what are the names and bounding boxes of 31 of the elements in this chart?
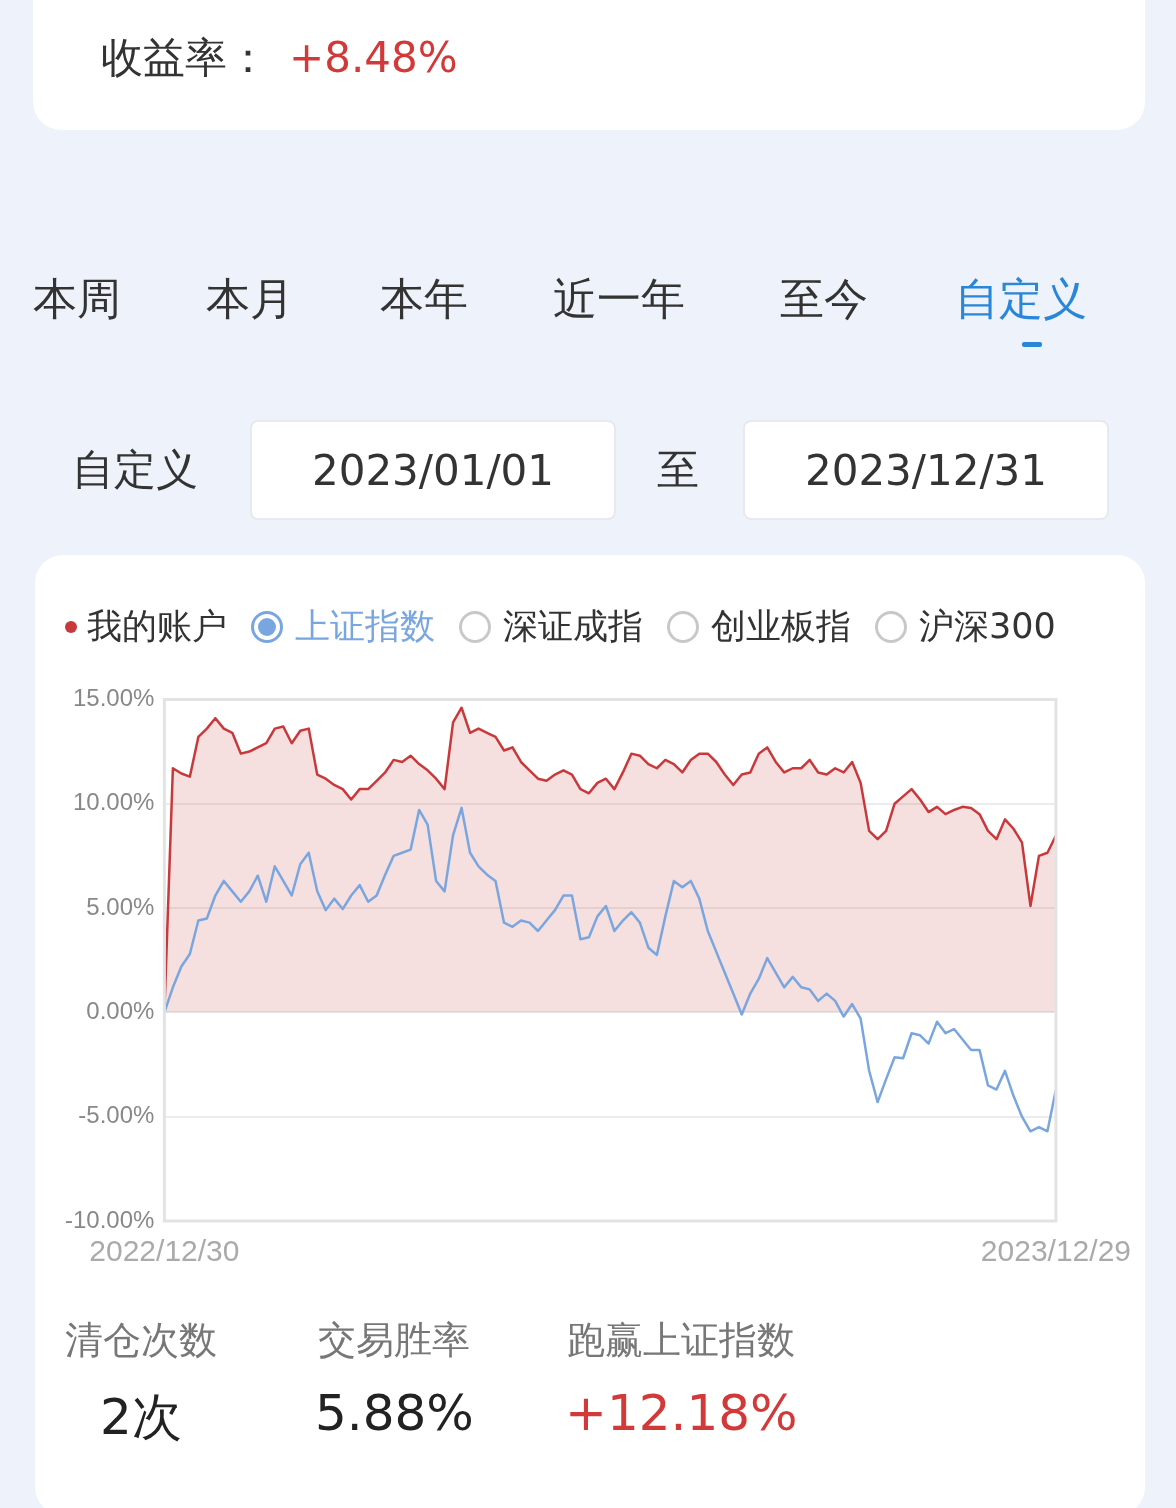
text: 本年	[380, 272, 468, 326]
y-tick-label: 15.00%	[72, 684, 155, 712]
text: 2023/12/31	[743, 420, 1109, 520]
text: 本周	[33, 272, 121, 326]
text: 自定义	[955, 272, 1087, 326]
text: 自定义	[72, 444, 198, 496]
text: 收益率：	[101, 33, 269, 82]
text: 至今	[780, 272, 868, 326]
x-tick-label: 2022/12/30	[89, 1234, 240, 1268]
x-tick-label: 2023/12/29	[980, 1234, 1131, 1268]
text: 2023/01/01	[250, 420, 616, 520]
y-tick-label: -10.00%	[65, 1205, 155, 1233]
y-tick-label: 10.00%	[72, 788, 155, 816]
text: 5.88%	[315, 1384, 474, 1442]
text: 交易胜率	[317, 1317, 472, 1364]
text: +8.48%	[289, 33, 458, 82]
text: 近一年	[553, 272, 685, 326]
text: 清仓次数	[65, 1317, 217, 1364]
text: 跑赢上证指数	[566, 1317, 797, 1364]
text: +12.18%	[565, 1384, 798, 1442]
text: 本月	[206, 272, 294, 326]
text: 2次	[99, 1387, 183, 1448]
legend-label: 我的账户	[87, 605, 227, 648]
y-tick-label: -5.00%	[78, 1101, 155, 1129]
text: 沪深300	[919, 605, 1056, 648]
text: 深证成指	[503, 605, 643, 648]
legend-label: 上证指数	[295, 605, 435, 648]
y-tick-label: 0.00%	[86, 996, 155, 1024]
text: 创业板指	[711, 605, 851, 648]
text: 至	[657, 444, 699, 496]
y-tick-label: 5.00%	[86, 892, 155, 920]
